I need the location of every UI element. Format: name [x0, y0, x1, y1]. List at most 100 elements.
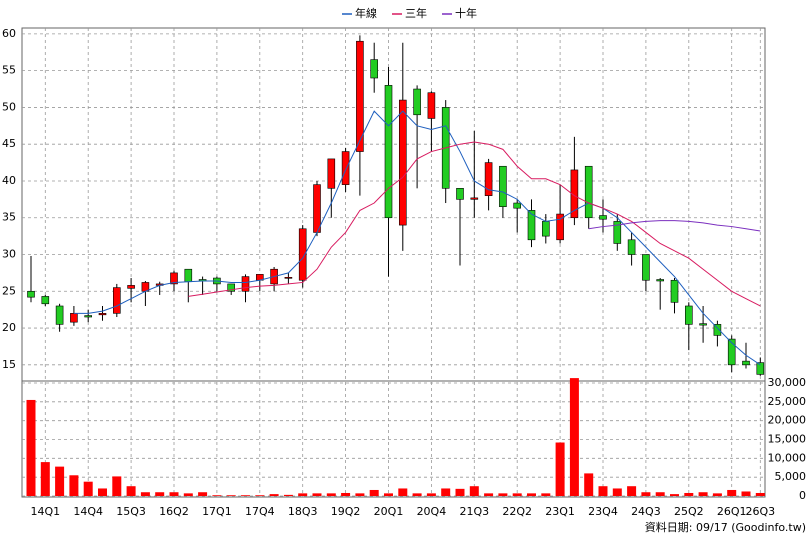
volume-bar	[541, 493, 551, 496]
volume-bar	[426, 493, 436, 496]
volume-bar	[712, 493, 722, 496]
candle-body	[298, 228, 307, 281]
y-tick-label: 20	[2, 321, 16, 334]
y-tick-label: 35	[2, 211, 16, 224]
ma-line	[73, 110, 761, 366]
volume-bar	[398, 488, 408, 496]
volume-bar	[183, 493, 193, 496]
volume-bar	[169, 492, 179, 496]
x-tick-label: 23Q1	[545, 505, 575, 518]
x-tick-label: 25Q2	[674, 505, 704, 518]
x-tick-label: 17Q1	[202, 505, 232, 518]
y-tick-label: 30	[2, 248, 16, 261]
volume-bar	[312, 493, 322, 496]
volume-bar	[598, 486, 608, 496]
volume-bar	[612, 488, 622, 496]
ma-line	[588, 220, 761, 232]
y2-tick-label: 20,000	[768, 414, 807, 427]
volume-bar	[55, 466, 65, 496]
volume-bar	[226, 495, 236, 496]
candle-body	[113, 287, 121, 314]
legend-label: 十年	[455, 6, 477, 20]
candle-body	[670, 279, 679, 303]
volume-bar	[255, 495, 265, 496]
x-tick-label: 22Q2	[502, 505, 532, 518]
candle-body	[699, 323, 707, 326]
candle-body	[584, 165, 593, 219]
candle-body	[41, 296, 50, 305]
volume-bar	[641, 492, 651, 496]
volume-panel	[21, 380, 766, 498]
footnote: 資料日期: 09/17 (Goodinfo.tw)	[645, 520, 806, 534]
y2-tick-label: 30,000	[768, 376, 807, 389]
candle-body	[127, 285, 135, 289]
x-tick-label: 14Q4	[73, 505, 103, 518]
volume-bar	[755, 492, 765, 496]
volume-bar	[441, 488, 451, 496]
candle-body	[427, 92, 436, 119]
y2-tick-label: 0	[799, 489, 806, 502]
candle-body	[55, 305, 64, 325]
candle-body	[327, 158, 336, 189]
volume-bar	[112, 476, 122, 496]
candle-body	[727, 338, 736, 366]
candle-body	[556, 213, 564, 241]
candle-body	[313, 184, 321, 233]
candle-body	[599, 215, 607, 220]
candle-body	[413, 88, 421, 116]
y-tick-label: 45	[2, 137, 16, 150]
volume-bar	[670, 494, 679, 496]
candle-body	[84, 315, 92, 318]
y2-tick-label: 15,000	[768, 433, 807, 446]
y-tick-label: 50	[2, 100, 16, 113]
candle-body	[184, 268, 193, 283]
candle-body	[656, 279, 665, 282]
volume-bar	[698, 492, 708, 496]
volume-bar	[498, 493, 508, 496]
volume-bar	[455, 488, 465, 496]
candle-body	[70, 313, 78, 323]
volume-bar	[384, 493, 393, 496]
volume-bar	[584, 473, 594, 496]
legend-label: 年線	[355, 6, 377, 20]
x-tick-label: 17Q4	[245, 505, 275, 518]
volume-bar	[512, 493, 522, 496]
volume-bar	[555, 442, 565, 496]
x-tick-label: 26Q3	[745, 505, 775, 518]
volume-bar	[126, 486, 136, 496]
volume-bar	[40, 462, 50, 496]
candle-body	[627, 239, 636, 255]
x-tick-label: 20Q4	[417, 505, 447, 518]
candle-body	[456, 188, 464, 200]
candle-body	[241, 276, 250, 292]
volume-bar	[241, 495, 250, 496]
x-tick-label: 26Q1	[717, 505, 747, 518]
candle-body	[499, 165, 507, 208]
volume-bar	[326, 493, 336, 496]
candle-body	[684, 305, 693, 325]
x-tick-label: 15Q3	[116, 505, 146, 518]
volume-bar	[369, 489, 379, 496]
candle-body	[470, 197, 479, 200]
volume-bar	[26, 399, 36, 496]
x-tick-label: 14Q1	[30, 505, 60, 518]
y2-tick-label: 25,000	[768, 395, 807, 408]
volume-bar	[283, 494, 293, 496]
y-tick-label: 55	[2, 64, 16, 77]
candle-body	[713, 324, 722, 336]
candle-body	[513, 202, 522, 209]
volume-bar	[98, 488, 107, 496]
x-tick-label: 16Q2	[159, 505, 189, 518]
candle-body	[284, 277, 293, 279]
volume-bar	[198, 492, 208, 496]
candle-body	[527, 210, 536, 241]
x-tick-label: 20Q1	[374, 505, 404, 518]
volume-bar	[469, 486, 479, 496]
volume-bar	[684, 492, 694, 496]
volume-bar	[727, 489, 737, 496]
volume-bar	[341, 492, 351, 496]
volume-bar	[741, 491, 751, 496]
volume-bar	[269, 494, 279, 496]
price-panel	[21, 27, 766, 382]
